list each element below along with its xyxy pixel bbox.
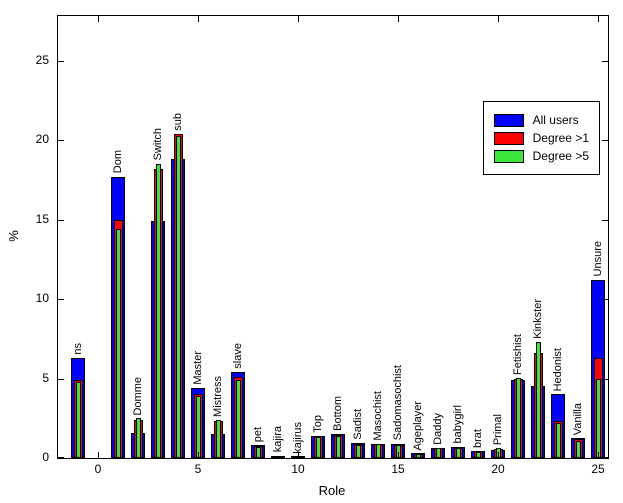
- x-tick-mark: [298, 452, 299, 458]
- category-label-bottom: Bottom: [331, 396, 344, 432]
- x-tick-mark: [98, 452, 99, 458]
- bar-degree-5-sub: [175, 136, 181, 458]
- y-tick-label-15: 15: [35, 211, 49, 226]
- category-label-masochist: Masochist: [371, 391, 384, 441]
- category-label-sadist: Sadist: [351, 409, 364, 440]
- bar-degree-5-kajira: [275, 456, 281, 458]
- bar-degree-5-hedonist: [555, 423, 561, 458]
- y-tick-mark: [58, 219, 64, 221]
- y-tick-mark: [58, 457, 64, 458]
- bar-degree-5-vanilla: [575, 440, 581, 458]
- x-tick-label-10: 10: [291, 462, 305, 476]
- legend-entry-degree-1: Degree >1: [493, 131, 589, 145]
- x-tick-mark: [198, 452, 199, 458]
- category-label-primal: Primal: [491, 414, 504, 446]
- legend-swatch-degree-5: [493, 149, 524, 163]
- y-tick-mark: [58, 140, 64, 141]
- bar-degree-5-ageplayer: [415, 454, 421, 458]
- bar-degree-5-bottom: [335, 435, 341, 458]
- bar-degree-5-top: [315, 436, 321, 458]
- legend: All users Degree >1 Degree >5: [482, 101, 600, 175]
- bar-degree-5-domme: [135, 418, 141, 458]
- legend-label-all-users: All users: [532, 113, 579, 127]
- bar-degree-5-pet: [255, 446, 261, 458]
- x-tick-label-25: 25: [591, 462, 605, 476]
- category-label-fetishist: Fetishist: [511, 333, 524, 375]
- y-tick-mark: [602, 457, 608, 458]
- y-tick-mark: [602, 140, 608, 141]
- x-tick-mark: [498, 16, 499, 22]
- category-label-pet: pet: [251, 426, 264, 443]
- legend-swatch-degree-1: [493, 131, 524, 145]
- category-label-kinkster: Kinkster: [531, 299, 544, 339]
- x-tick-mark: [298, 16, 299, 22]
- bar-degree-5-mistress: [215, 419, 221, 458]
- category-label-ageplayer: Ageplayer: [411, 400, 424, 451]
- y-tick-label-0: 0: [42, 450, 49, 464]
- x-tick-mark: [398, 452, 399, 458]
- bar-degree-5-kinkster: [535, 341, 541, 458]
- bar-degree-5-dom: [115, 229, 121, 458]
- x-tick-mark: [198, 16, 199, 22]
- legend-label-degree-1: Degree >1: [532, 131, 589, 145]
- y-tick-mark: [58, 378, 64, 380]
- category-label-top: Top: [311, 415, 324, 433]
- legend-label-degree-5: Degree >5: [532, 149, 589, 163]
- bar-degree-5-master: [195, 396, 201, 458]
- category-label-brat: brat: [471, 428, 484, 448]
- y-tick-label-10: 10: [35, 291, 49, 305]
- category-label-babygirl: babygirl: [451, 405, 464, 444]
- bar-degree-5-masochist: [375, 443, 381, 458]
- x-axis-label: Role: [318, 483, 346, 498]
- bar-degree-5-daddy: [435, 448, 441, 458]
- y-tick-mark: [58, 299, 64, 300]
- bar-degree-5-brat: [475, 451, 481, 458]
- y-tick-label-20: 20: [35, 132, 49, 146]
- category-label-vanilla: Vanilla: [571, 402, 584, 436]
- y-tick-mark: [602, 299, 608, 300]
- bar-degree-5-fetishist: [515, 377, 521, 458]
- x-tick-label-5: 5: [194, 462, 202, 476]
- legend-entry-all-users: All users: [493, 113, 589, 127]
- y-tick-mark: [602, 219, 608, 221]
- bar-degree-5-slave: [235, 380, 241, 458]
- x-tick-mark: [498, 452, 499, 458]
- category-label-ns: ns: [71, 343, 84, 355]
- category-label-kajira: kajira: [271, 426, 284, 453]
- x-tick-label-0: 0: [94, 462, 102, 476]
- category-label-kajirus: kajirus: [291, 422, 304, 455]
- y-tick-mark: [58, 60, 64, 62]
- category-label-sadomasochist: Sadomasochist: [391, 365, 404, 441]
- category-label-dom: Dom: [111, 150, 124, 174]
- x-tick-mark: [598, 452, 599, 458]
- category-label-domme: Domme: [131, 376, 144, 416]
- x-tick-label-20: 20: [491, 462, 505, 476]
- legend-entry-degree-5: Degree >5: [493, 149, 589, 163]
- bar-degree-5-ns: [75, 381, 81, 458]
- y-tick-mark: [602, 378, 608, 380]
- category-label-master: Master: [191, 351, 204, 386]
- category-label-slave: slave: [231, 343, 244, 370]
- category-label-daddy: Daddy: [431, 412, 444, 445]
- x-tick-mark: [398, 16, 399, 22]
- y-tick-mark: [602, 60, 608, 62]
- y-axis-label: %: [6, 230, 21, 242]
- category-label-sub: sub: [171, 112, 184, 131]
- bar-degree-5-switch: [155, 163, 161, 458]
- x-tick-label-15: 15: [391, 462, 405, 476]
- category-label-unsure: Unsure: [591, 241, 604, 277]
- plot-area: All users Degree >1 Degree >5 ns Dom Domme Sw…: [57, 15, 609, 459]
- y-tick-label-25: 25: [35, 52, 49, 67]
- bar-degree-5-unsure: [595, 378, 601, 458]
- legend-swatch-all-users: [493, 113, 524, 127]
- bar-degree-5-babygirl: [455, 448, 461, 458]
- x-tick-mark: [98, 16, 99, 22]
- bar-degree-5-sadist: [355, 444, 361, 458]
- y-tick-label-5: 5: [42, 370, 49, 385]
- category-label-hedonist: Hedonist: [551, 347, 564, 392]
- category-label-mistress: Mistress: [211, 375, 224, 417]
- category-label-switch: Switch: [151, 128, 164, 161]
- x-tick-mark: [598, 16, 599, 22]
